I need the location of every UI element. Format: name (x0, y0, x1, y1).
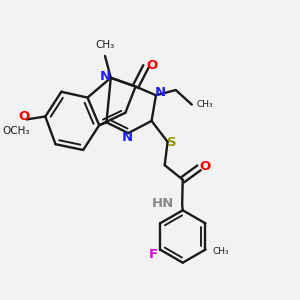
Text: O: O (146, 59, 158, 72)
Text: N: N (100, 70, 111, 83)
Text: O: O (18, 110, 30, 123)
Text: S: S (167, 136, 177, 149)
Text: N: N (122, 131, 133, 144)
Text: O: O (200, 160, 211, 173)
Text: CH₃: CH₃ (95, 40, 115, 50)
Text: HN: HN (152, 197, 174, 210)
Text: N: N (154, 86, 166, 99)
Text: OCH₃: OCH₃ (2, 126, 30, 136)
Text: CH₃: CH₃ (196, 100, 213, 109)
Text: F: F (149, 248, 158, 261)
Text: CH₃: CH₃ (213, 248, 229, 256)
